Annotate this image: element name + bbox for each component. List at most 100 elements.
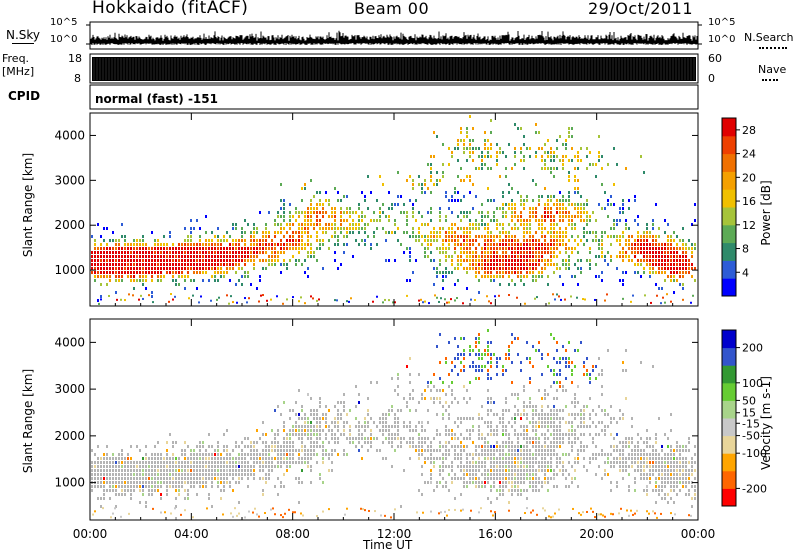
- power-cell: [502, 211, 504, 214]
- velocity-cell: [211, 473, 213, 476]
- velocity-cell: [529, 377, 531, 380]
- power-cell: [94, 267, 96, 270]
- velocity-cell: [244, 469, 246, 472]
- power-cell: [469, 227, 471, 230]
- power-cell: [121, 279, 123, 282]
- power-cell: [91, 255, 93, 258]
- power-cell: [127, 251, 129, 254]
- power-colorbar-bin: [722, 242, 736, 261]
- velocity-speckle: [112, 512, 114, 515]
- velocity-cell: [268, 469, 270, 472]
- power-cell: [604, 255, 606, 258]
- velocity-cell: [112, 453, 114, 456]
- velocity-cell: [604, 473, 606, 476]
- power-speckle: [266, 299, 268, 302]
- power-cell: [202, 255, 204, 258]
- velocity-cell: [484, 485, 486, 488]
- power-cell: [184, 247, 186, 250]
- power-cell: [625, 167, 627, 170]
- velocity-cell: [178, 457, 180, 460]
- velocity-cell: [469, 469, 471, 472]
- power-cell: [277, 255, 279, 258]
- power-cell: [409, 199, 411, 202]
- power-cell: [673, 251, 675, 254]
- power-cell: [457, 239, 459, 242]
- velocity-cell: [532, 429, 534, 432]
- power-cell: [310, 199, 312, 202]
- velocity-cell: [487, 353, 489, 356]
- power-cell: [532, 179, 534, 182]
- power-cell: [466, 235, 468, 238]
- velocity-cell: [283, 429, 285, 432]
- power-cell: [451, 263, 453, 266]
- velocity-cell: [595, 433, 597, 436]
- velocity-cell: [403, 421, 405, 424]
- velocity-cell: [316, 413, 318, 416]
- power-cell: [445, 259, 447, 262]
- velocity-cell: [232, 489, 234, 492]
- power-cell: [169, 259, 171, 262]
- velocity-cell: [277, 465, 279, 468]
- velocity-cell: [310, 413, 312, 416]
- power-cell: [490, 143, 492, 146]
- velocity-cell: [646, 457, 648, 460]
- velocity-cell: [655, 469, 657, 472]
- power-cell: [553, 151, 555, 154]
- velocity-cell: [283, 473, 285, 476]
- velocity-cell: [541, 357, 543, 360]
- power-cell: [133, 259, 135, 262]
- velocity-speckle: [478, 511, 480, 514]
- power-cell: [142, 263, 144, 266]
- velocity-cell: [589, 417, 591, 420]
- power-cell: [280, 263, 282, 266]
- velocity-speckle: [630, 509, 632, 512]
- velocity-cell: [601, 369, 603, 372]
- velocity-cell: [142, 481, 144, 484]
- power-cell: [304, 259, 306, 262]
- power-cell: [319, 203, 321, 206]
- power-cell: [466, 267, 468, 270]
- freq-left-tick-bottom: 8: [74, 72, 81, 85]
- power-cell: [214, 243, 216, 246]
- velocity-cell: [307, 417, 309, 420]
- velocity-cell: [346, 437, 348, 440]
- power-cell: [223, 239, 225, 242]
- velocity-cell: [160, 477, 162, 480]
- velocity-cell: [631, 437, 633, 440]
- velocity-cell: [421, 437, 423, 440]
- velocity-cell: [178, 465, 180, 468]
- velocity-cell: [121, 453, 123, 456]
- velocity-cell: [304, 429, 306, 432]
- power-cell: [220, 271, 222, 274]
- velocity-cell: [493, 461, 495, 464]
- velocity-cell: [478, 357, 480, 360]
- power-cell: [280, 247, 282, 250]
- power-cell: [451, 151, 453, 154]
- power-speckle: [142, 297, 144, 300]
- power-cell: [667, 247, 669, 250]
- velocity-cell: [151, 473, 153, 476]
- power-cell: [484, 155, 486, 158]
- velocity-cell: [667, 501, 669, 504]
- power-cell: [508, 247, 510, 250]
- power-cell: [532, 243, 534, 246]
- power-cell: [493, 199, 495, 202]
- power-cell: [478, 223, 480, 226]
- power-cell: [460, 127, 462, 130]
- power-cell: [412, 183, 414, 186]
- velocity-cell: [412, 397, 414, 400]
- power-cell: [289, 247, 291, 250]
- power-cell: [334, 227, 336, 230]
- power-cell: [301, 243, 303, 246]
- velocity-cell: [643, 469, 645, 472]
- velocity-cell: [643, 465, 645, 468]
- velocity-cell: [433, 465, 435, 468]
- power-cell: [496, 155, 498, 158]
- power-cell: [151, 291, 153, 294]
- power-cell: [127, 271, 129, 274]
- velocity-cell: [310, 425, 312, 428]
- power-colorbar-ticklabel: 12: [742, 219, 756, 232]
- power-cell: [142, 259, 144, 262]
- power-cell: [400, 195, 402, 198]
- velocity-cell: [454, 357, 456, 360]
